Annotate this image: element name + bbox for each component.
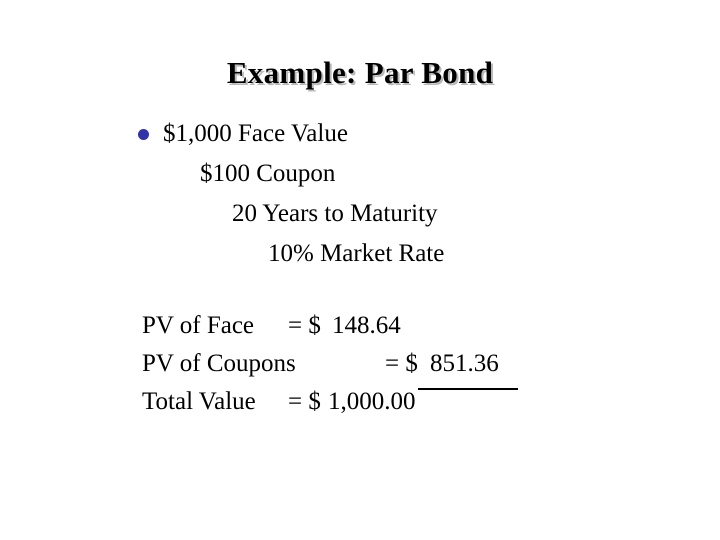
table-row: Total Value = $ 1,000.00 xyxy=(0,387,720,425)
row-label: Total Value xyxy=(142,388,256,415)
row-equals-sign: = $ xyxy=(288,388,321,415)
valuation-table: PV of Face = $ 148.64 PV of Coupons = $ … xyxy=(0,311,720,425)
list-item: $1,000 Face Value xyxy=(0,118,720,158)
subtotal-divider xyxy=(418,388,518,390)
list-item-label: 10% Market Rate xyxy=(268,240,445,267)
table-row: PV of Face = $ 148.64 xyxy=(0,311,720,349)
list-item: 10% Market Rate xyxy=(0,238,720,278)
list-item-label: $100 Coupon xyxy=(200,160,336,187)
row-label: PV of Coupons xyxy=(142,350,296,377)
row-amount: 851.36 xyxy=(430,350,499,377)
bullet-dot-icon xyxy=(138,129,149,140)
parameter-list: $1,000 Face Value $100 Coupon 20 Years t… xyxy=(0,118,720,278)
list-item-label: $1,000 Face Value xyxy=(163,120,348,147)
list-item: 20 Years to Maturity xyxy=(0,198,720,238)
list-item: $100 Coupon xyxy=(0,158,720,198)
row-equals-sign: = $ xyxy=(288,312,321,339)
page-title: Example: Par Bond xyxy=(226,55,494,90)
row-label: PV of Face xyxy=(142,312,255,339)
list-item-label: 20 Years to Maturity xyxy=(232,200,438,227)
table-row: PV of Coupons = $ 851.36 xyxy=(0,349,720,387)
row-amount: 1,000.00 xyxy=(328,388,416,415)
row-amount: 148.64 xyxy=(332,312,401,339)
row-equals-sign: = $ xyxy=(385,350,418,377)
